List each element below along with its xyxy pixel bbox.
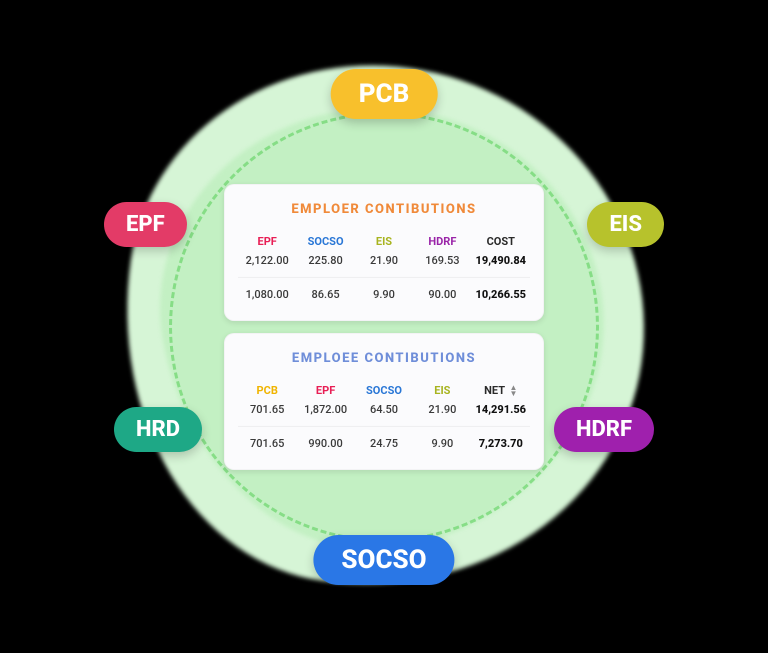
cell-epf: 990.00 <box>296 426 354 454</box>
table-header-row: PCB EPF SOCSO EIS NET ▲▼ <box>238 379 530 398</box>
cell-eis: 21.90 <box>413 399 471 427</box>
pill-eis: EIS <box>587 202 664 247</box>
employer-card-title: EMPLOER CONTIBUTIONS <box>238 201 530 216</box>
cell-eis: 9.90 <box>413 426 471 454</box>
col-header-epf: EPF <box>296 379 354 398</box>
cell-pcb: 701.65 <box>238 426 296 454</box>
table-row: 701.65 990.00 24.75 9.90 7,273.70 <box>238 426 530 454</box>
col-header-socso: SOCSO <box>296 230 354 249</box>
col-header-pcb: PCB <box>238 379 296 398</box>
cell-socso: 225.80 <box>296 249 354 277</box>
cell-cost: 19,490.84 <box>472 249 530 277</box>
pill-hdrf: HDRF <box>554 407 654 452</box>
infographic-stage: EMPLOER CONTIBUTIONS EPF SOCSO EIS HDRF … <box>84 27 684 627</box>
cell-epf: 1,872.00 <box>296 399 354 427</box>
table-header-row: EPF SOCSO EIS HDRF COST <box>238 230 530 249</box>
cell-eis: 9.90 <box>355 277 413 305</box>
cell-hdrf: 90.00 <box>413 277 471 305</box>
employer-card: EMPLOER CONTIBUTIONS EPF SOCSO EIS HDRF … <box>224 183 544 320</box>
cell-pcb: 701.65 <box>238 399 296 427</box>
sort-icon[interactable]: ▲▼ <box>509 385 517 397</box>
employee-card-title: EMPLOEE CONTIBUTIONS <box>238 350 530 365</box>
table-row: 701.65 1,872.00 64.50 21.90 14,291.56 <box>238 399 530 427</box>
table-row: 1,080.00 86.65 9.90 90.00 10,266.55 <box>238 277 530 305</box>
pill-pcb: PCB <box>331 69 438 119</box>
cell-hdrf: 169.53 <box>413 249 471 277</box>
employee-card: EMPLOEE CONTIBUTIONS PCB EPF SOCSO EIS N… <box>224 332 544 469</box>
col-header-net[interactable]: NET ▲▼ <box>472 379 530 398</box>
col-header-net-label: NET <box>484 383 505 396</box>
cell-epf: 1,080.00 <box>238 277 296 305</box>
pill-epf: EPF <box>104 202 187 247</box>
cell-net: 14,291.56 <box>472 399 530 427</box>
col-header-hdrf: HDRF <box>413 230 471 249</box>
cell-socso: 86.65 <box>296 277 354 305</box>
cell-cost: 10,266.55 <box>472 277 530 305</box>
cell-epf: 2,122.00 <box>238 249 296 277</box>
col-header-eis: EIS <box>413 379 471 398</box>
col-header-cost: COST <box>472 230 530 249</box>
cell-socso: 24.75 <box>355 426 413 454</box>
col-header-epf: EPF <box>238 230 296 249</box>
cards-stack: EMPLOER CONTIBUTIONS EPF SOCSO EIS HDRF … <box>224 183 544 469</box>
col-header-socso: SOCSO <box>355 379 413 398</box>
employee-table: PCB EPF SOCSO EIS NET ▲▼ 701.65 1,872.00… <box>238 379 530 453</box>
col-header-eis: EIS <box>355 230 413 249</box>
pill-socso: SOCSO <box>313 535 454 585</box>
pill-hrd: HRD <box>114 407 202 452</box>
cell-socso: 64.50 <box>355 399 413 427</box>
cell-eis: 21.90 <box>355 249 413 277</box>
table-row: 2,122.00 225.80 21.90 169.53 19,490.84 <box>238 249 530 277</box>
cell-net: 7,273.70 <box>472 426 530 454</box>
employer-table: EPF SOCSO EIS HDRF COST 2,122.00 225.80 … <box>238 230 530 304</box>
